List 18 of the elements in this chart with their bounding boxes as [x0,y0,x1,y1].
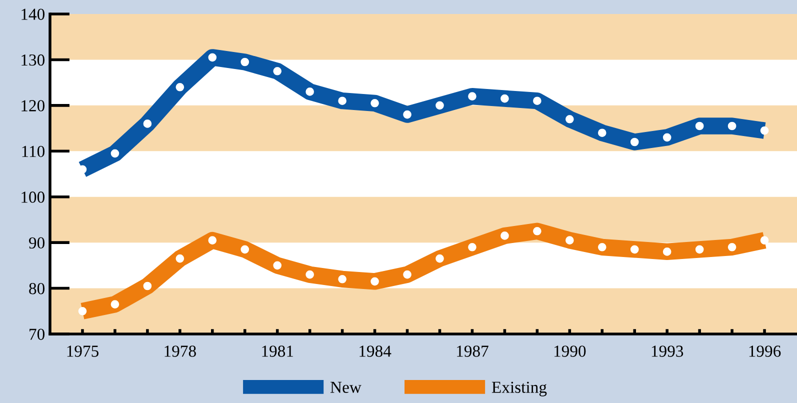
x-tick-label: 1990 [554,346,586,357]
x-tick-label: 1978 [164,346,196,357]
x-tick-label: 1993 [652,346,684,357]
x-tick-label: 1996 [749,346,781,357]
y-tick-label: 100 [22,192,45,203]
y-tick-label: 80 [29,282,45,294]
legend-label: New [330,382,362,393]
y-tick-label: 90 [29,237,45,249]
y-tick-label: 110 [22,146,45,158]
x-tick-label: 1984 [360,346,392,357]
y-tick-label: 120 [22,100,45,112]
y-tick-label: 70 [30,328,45,340]
y-tick-label: 130 [22,54,45,66]
x-tick-label: 1981 [262,346,294,357]
y-tick-label: 140 [22,8,45,20]
legend-label: Existing [492,382,547,396]
x-tick-label: 1987 [457,346,488,357]
x-tick-label: 1975 [67,346,98,357]
